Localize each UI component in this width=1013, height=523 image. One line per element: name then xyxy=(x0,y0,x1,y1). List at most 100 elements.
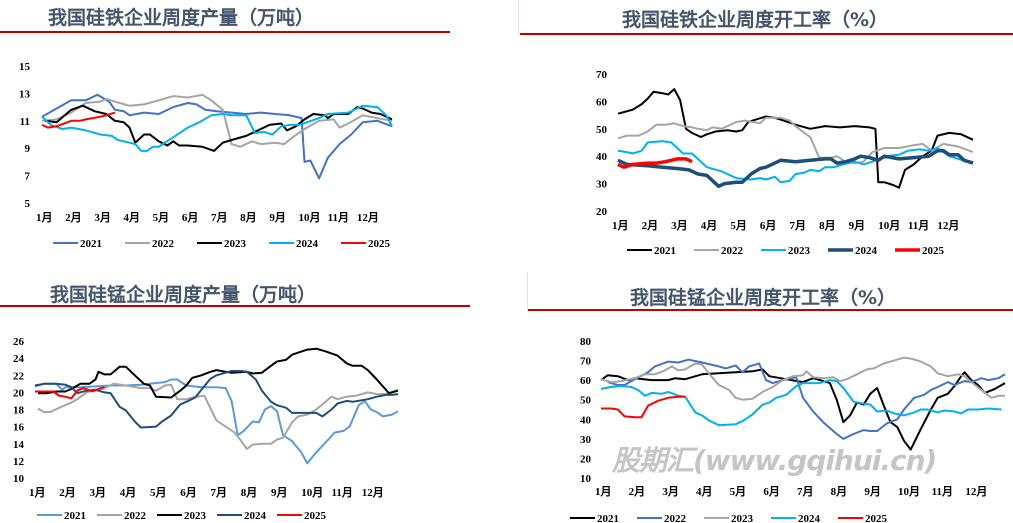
y-tick-label: 15 xyxy=(19,61,31,73)
x-tick-label: 11月 xyxy=(328,211,349,224)
x-tick-label: 11月 xyxy=(932,485,953,498)
chart-title-simn-output: 我国硅锰企业周度产量（万吨） xyxy=(50,284,317,306)
x-tick-label: 7月 xyxy=(797,485,814,498)
x-tick-label: 11月 xyxy=(332,486,353,499)
x-tick-label: 6月 xyxy=(760,219,777,232)
legend-label: 2025 xyxy=(922,245,945,257)
y-tick-label: 10 xyxy=(13,473,25,485)
x-tick-label: 6月 xyxy=(182,211,199,224)
x-tick-label: 1月 xyxy=(29,486,46,499)
y-tick-label: 10 xyxy=(580,473,592,485)
y-tick-label: 40 xyxy=(580,414,592,426)
title-underline xyxy=(0,31,450,33)
x-tick-label: 9月 xyxy=(271,486,288,499)
legend-label: 2025 xyxy=(865,513,888,523)
watermark: 股期汇(www.gqihui.cn) xyxy=(612,444,937,477)
legend-label: 2024 xyxy=(244,510,267,522)
y-tick-label: 18 xyxy=(13,405,25,417)
legend-label: 2024 xyxy=(855,245,878,257)
series-line-2021 xyxy=(600,368,1006,451)
title-underline xyxy=(520,33,1013,35)
y-tick-label: 20 xyxy=(13,387,25,399)
legend-label: 2023 xyxy=(184,510,207,522)
x-tick-label: 1月 xyxy=(595,485,612,498)
y-tick-label: 26 xyxy=(13,336,25,348)
x-tick-label: 4月 xyxy=(120,486,137,499)
y-tick-label: 11 xyxy=(20,116,30,128)
series-line-2021 xyxy=(41,93,393,180)
x-tick-label: 12月 xyxy=(965,485,987,498)
x-tick-label: 10月 xyxy=(299,211,321,224)
series-line-2023 xyxy=(44,104,393,152)
x-tick-label: 4月 xyxy=(701,219,718,232)
x-tick-label: 6月 xyxy=(180,486,197,499)
legend-label: 2023 xyxy=(788,245,811,257)
legend-label: 2022 xyxy=(721,245,744,257)
y-tick-label: 60 xyxy=(596,96,608,108)
x-tick-label: 8月 xyxy=(819,219,836,232)
series-line-2025 xyxy=(617,157,693,169)
y-tick-label: 40 xyxy=(596,151,608,163)
y-tick-label: 13 xyxy=(19,88,31,100)
chart-title-simn-operating-rate: 我国硅锰企业周度开工率（%） xyxy=(630,287,897,309)
x-tick-label: 10月 xyxy=(878,219,900,232)
x-tick-label: 7月 xyxy=(790,219,807,232)
series-line-2024 xyxy=(34,370,399,429)
y-tick-label: 7 xyxy=(25,171,31,183)
legend-label: 2022 xyxy=(124,510,147,522)
y-tick-label: 5 xyxy=(25,198,31,210)
x-tick-label: 6月 xyxy=(763,485,780,498)
y-tick-label: 20 xyxy=(580,453,592,465)
y-tick-label: 14 xyxy=(13,439,25,451)
legend-label: 2022 xyxy=(664,513,687,523)
legend-label: 2024 xyxy=(296,238,319,250)
x-tick-label: 2月 xyxy=(65,211,82,224)
x-tick-label: 4月 xyxy=(124,211,141,224)
y-tick-label: 24 xyxy=(13,353,25,365)
x-tick-label: 12月 xyxy=(362,486,384,499)
x-tick-label: 12月 xyxy=(937,219,959,232)
y-tick-label: 20 xyxy=(596,206,608,218)
legend-label: 2024 xyxy=(798,513,821,523)
legend-label: 2021 xyxy=(80,238,102,250)
series-line-2023 xyxy=(38,347,399,399)
chart-title-sife-output: 我国硅铁企业周度产量（万吨） xyxy=(48,7,315,29)
y-tick-label: 12 xyxy=(13,456,25,468)
series-line-2021 xyxy=(617,88,974,189)
x-tick-label: 11月 xyxy=(908,219,929,232)
y-tick-label: 50 xyxy=(596,124,608,136)
x-tick-label: 10月 xyxy=(301,486,323,499)
series-line-2025 xyxy=(601,395,686,419)
title-underline xyxy=(528,309,1013,311)
x-tick-label: 3月 xyxy=(94,211,111,224)
series-line-2022 xyxy=(41,93,393,148)
x-tick-label: 1月 xyxy=(612,219,629,232)
y-tick-label: 22 xyxy=(13,370,25,382)
y-tick-label: 70 xyxy=(596,69,608,81)
x-tick-label: 3月 xyxy=(662,485,679,498)
series-line-2024 xyxy=(617,148,974,189)
x-tick-label: 4月 xyxy=(696,485,713,498)
x-tick-label: 10月 xyxy=(898,485,920,498)
y-tick-label: 70 xyxy=(580,356,592,368)
legend-label: 2022 xyxy=(152,238,175,250)
legend-label: 2021 xyxy=(654,245,676,257)
x-tick-label: 9月 xyxy=(864,485,881,498)
series-line-2025 xyxy=(35,386,105,400)
x-tick-label: 7月 xyxy=(211,211,228,224)
series-line-2022 xyxy=(37,382,399,450)
y-tick-label: 60 xyxy=(580,375,592,387)
title-underline xyxy=(0,305,470,307)
x-tick-label: 5月 xyxy=(730,485,747,498)
x-tick-label: 1月 xyxy=(36,211,53,224)
x-tick-label: 8月 xyxy=(831,485,848,498)
y-tick-label: 9 xyxy=(25,143,31,155)
x-tick-label: 7月 xyxy=(211,486,228,499)
x-tick-label: 5月 xyxy=(150,486,167,499)
legend-label: 2023 xyxy=(224,238,247,250)
legend-label: 2025 xyxy=(304,510,327,522)
x-tick-label: 5月 xyxy=(730,219,747,232)
x-tick-label: 8月 xyxy=(240,211,257,224)
legend-label: 2021 xyxy=(64,510,86,522)
